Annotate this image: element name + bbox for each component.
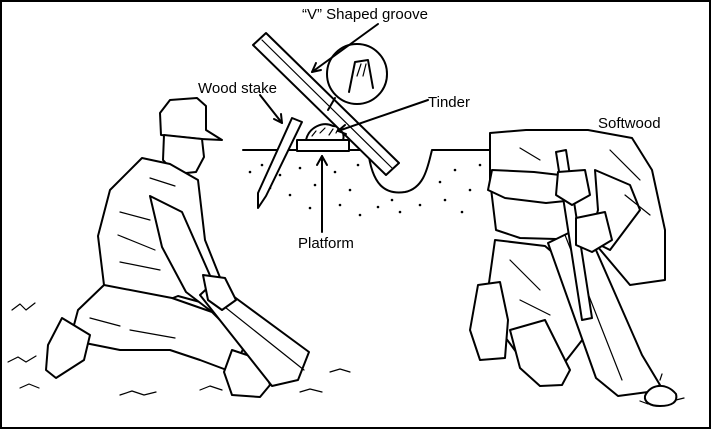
closeup-lower-leg [509, 319, 571, 387]
label-softwood: Softwood [598, 115, 661, 132]
inset-leader [327, 97, 336, 111]
platform-board [296, 139, 350, 152]
closeup-boot [469, 281, 509, 361]
label-v-groove: “V” Shaped groove [302, 6, 428, 23]
soldier-head [162, 134, 205, 175]
ground-section [242, 149, 491, 194]
closeup-torso [489, 129, 666, 286]
wood-stake [257, 117, 303, 209]
groove-detail-inset [326, 43, 388, 105]
label-tinder: Tinder [428, 94, 470, 111]
soldier-hands [202, 274, 237, 311]
arrow-wood-stake [259, 94, 283, 124]
grass-left [7, 302, 351, 396]
closeup-hand-upper [555, 169, 591, 206]
kneeling-soldier [7, 97, 351, 398]
soldier-boot-left [45, 317, 91, 379]
center-diagram: “V” Shaped groove Wood stake Tinder Plat… [198, 6, 491, 252]
tinder-pile [305, 123, 345, 141]
soldier-cap [159, 97, 223, 141]
label-wood-stake: Wood stake [198, 80, 277, 97]
closeup-hand-lower [575, 211, 613, 253]
arrow-tinder [337, 99, 429, 132]
v-groove-line [261, 39, 393, 169]
wood-dust-pile [643, 385, 678, 407]
label-platform: Platform [298, 235, 354, 252]
ground-texture [248, 158, 482, 217]
arrow-v-groove [311, 23, 379, 73]
close-up-plowing: Softwood [469, 115, 685, 407]
